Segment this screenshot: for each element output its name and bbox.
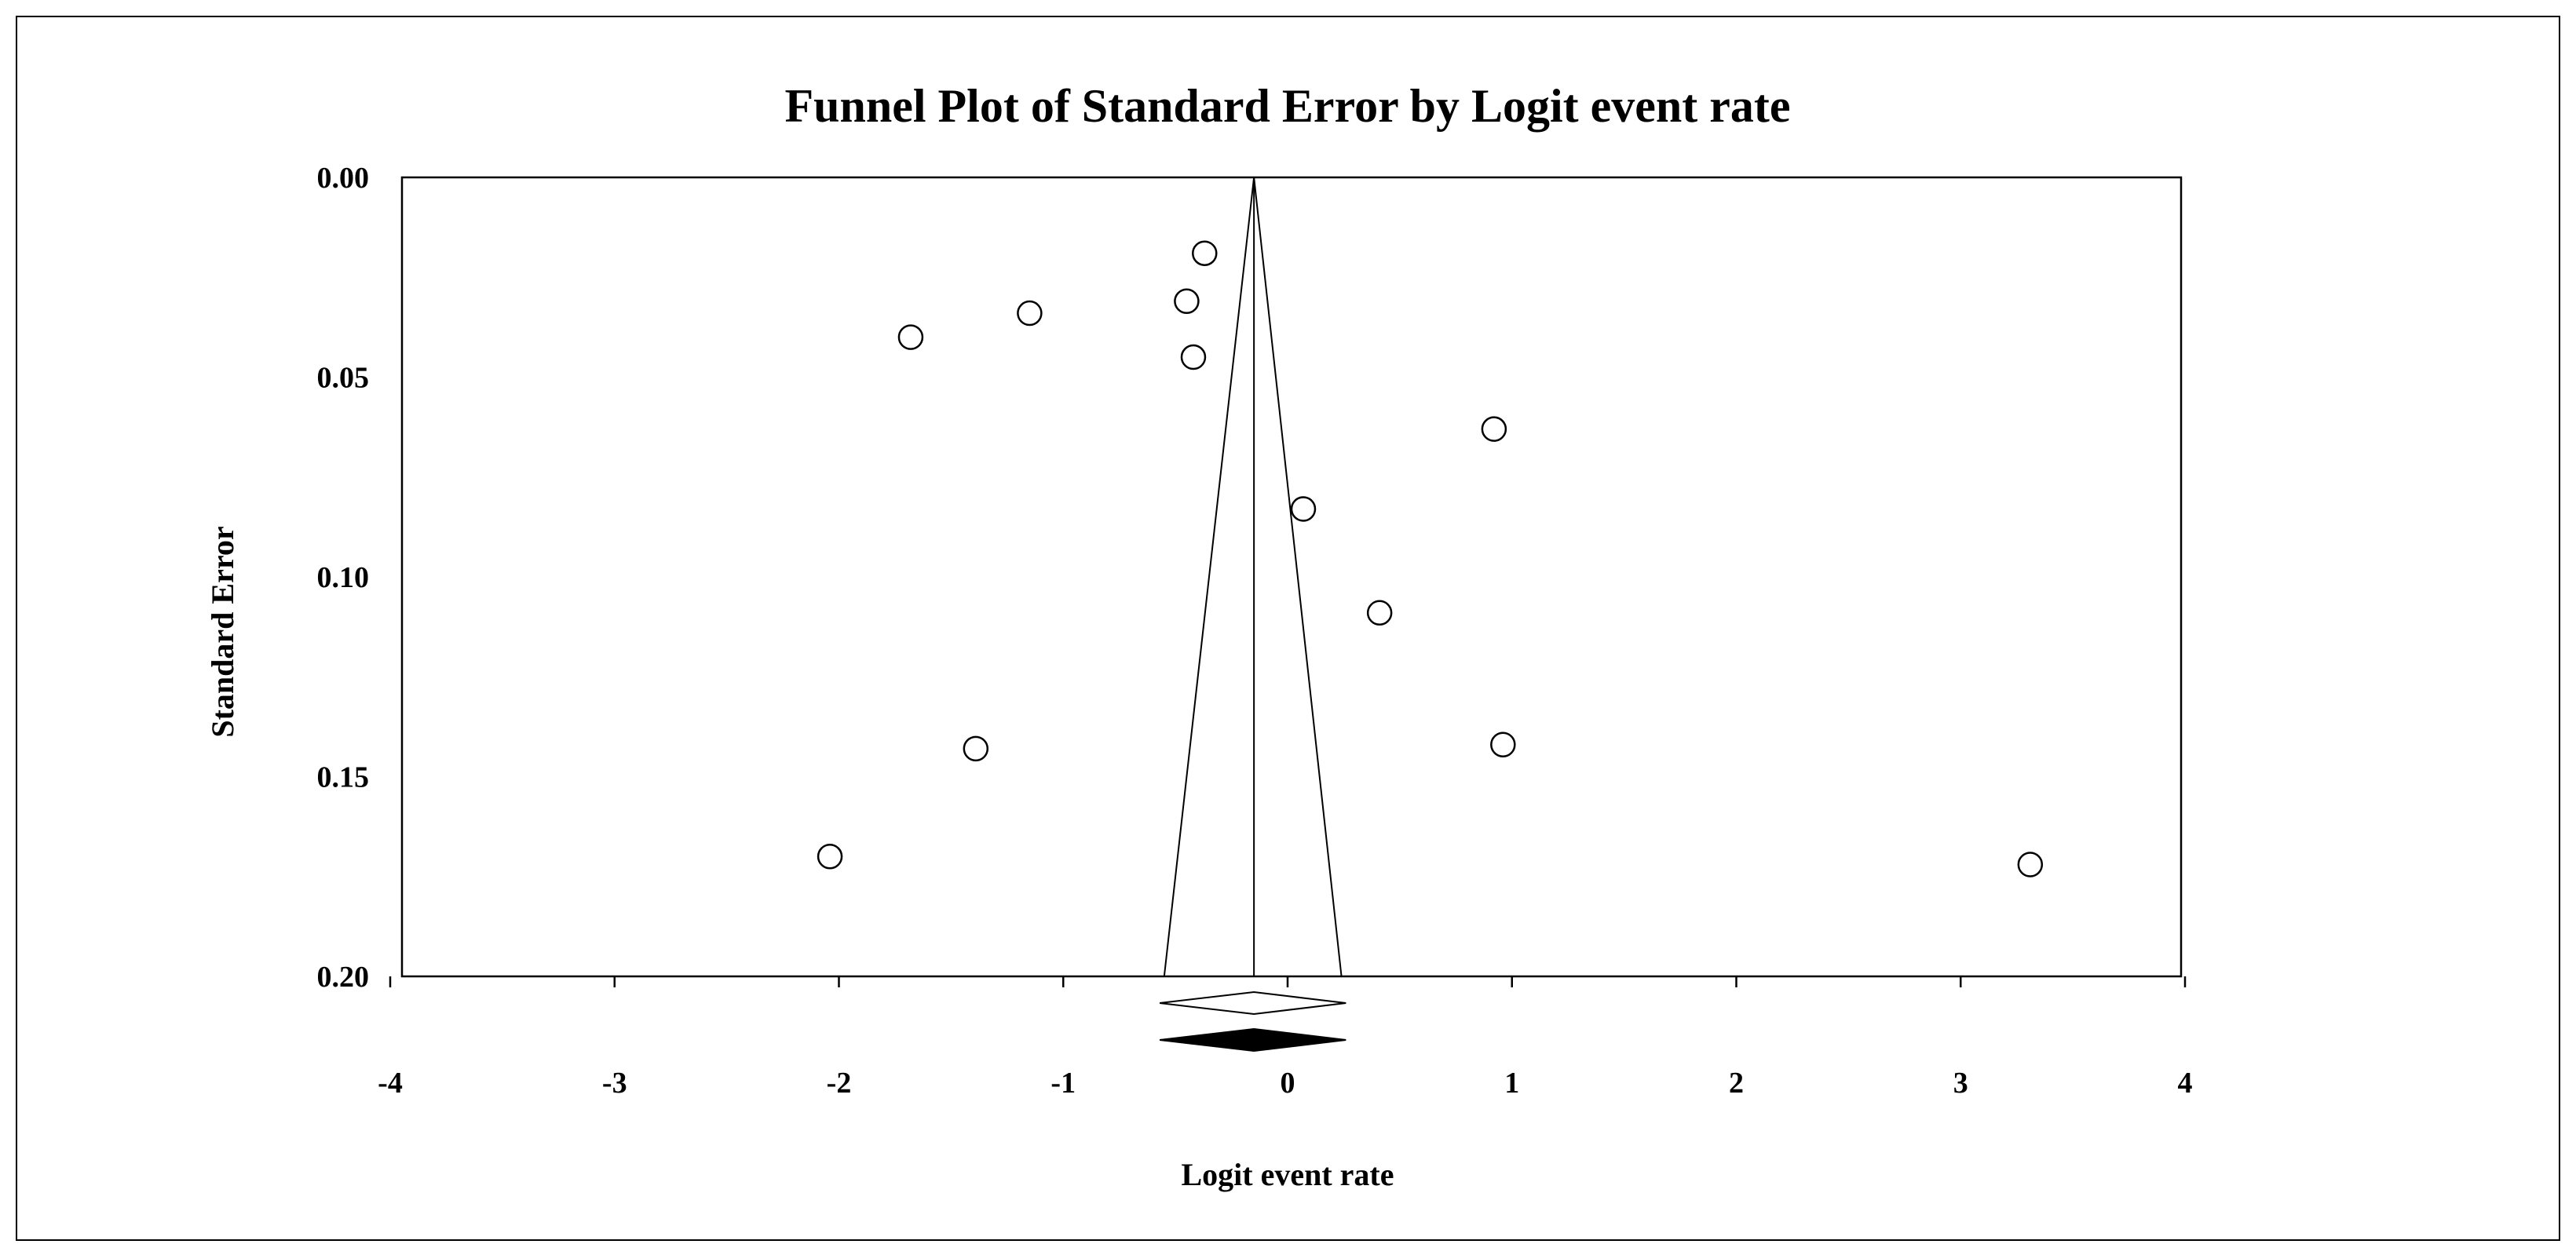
funnel-left-limit-line [1163,177,1255,977]
study-point [2017,852,2044,877]
x-tick-label: 3 [1953,1067,1968,1100]
study-point [1481,416,1507,442]
summary-diamond-filled [1160,1027,1346,1053]
summary-diamonds [1160,991,1346,1053]
study-point [1180,344,1207,370]
x-tick-label: -4 [378,1067,403,1100]
funnel-right-limit-line [1253,177,1343,977]
y-tick-label: 0.10 [317,561,370,594]
x-axis: -4 -3 -2 -1 0 1 2 3 4 [378,976,2193,1100]
study-points [817,240,2044,877]
y-axis-label: Standard Error [205,526,240,737]
y-tick-label: 0.15 [317,761,370,794]
study-point [1174,288,1200,315]
study-point [1490,731,1516,758]
chart-title: Funnel Plot of Standard Error by Logit e… [784,80,1790,132]
study-point [1017,300,1043,327]
y-tick-label: 0.20 [317,961,370,994]
x-tick-label: 4 [2178,1067,2193,1100]
study-point [1192,240,1218,266]
y-tick-label: 0.00 [317,162,370,195]
x-tick-label: -3 [602,1067,627,1100]
plot-area [400,176,2183,978]
outer-frame [16,16,2560,1241]
x-tick-label: -2 [827,1067,852,1100]
x-tick-label: -1 [1050,1067,1076,1100]
study-point [1290,496,1317,522]
x-tick-label: 1 [1504,1067,1519,1100]
summary-diamond-open [1160,991,1346,1016]
funnel-layer [1163,177,1343,977]
study-point [897,324,924,350]
study-point [817,844,843,870]
study-point [963,735,989,762]
y-axis: 0.00 0.05 0.10 0.15 0.20 [317,162,370,994]
x-axis-label: Logit event rate [1181,1157,1394,1192]
x-tick-label: 0 [1281,1067,1295,1100]
x-tick-label: 2 [1729,1067,1744,1100]
y-tick-label: 0.05 [317,362,370,395]
study-point [1366,600,1393,626]
